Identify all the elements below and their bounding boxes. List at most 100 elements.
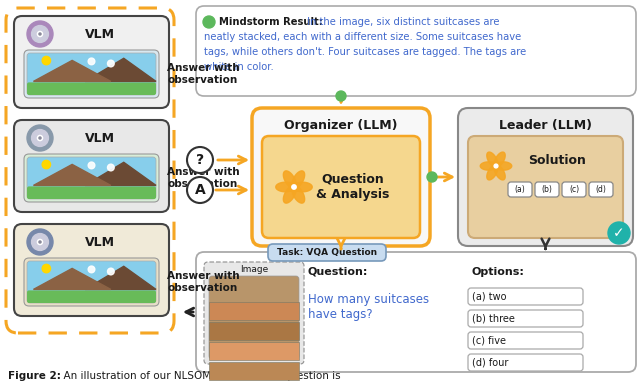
FancyBboxPatch shape [27,186,156,199]
Circle shape [88,266,95,273]
Polygon shape [487,165,498,180]
FancyBboxPatch shape [196,252,636,372]
Polygon shape [33,268,111,290]
Circle shape [31,26,49,43]
FancyBboxPatch shape [468,310,583,327]
Text: Question
& Analysis: Question & Analysis [316,173,390,201]
FancyBboxPatch shape [209,276,299,359]
Circle shape [88,58,95,65]
FancyBboxPatch shape [24,154,159,202]
Text: Answer with
observation: Answer with observation [167,271,239,293]
Text: Organizer (LLM): Organizer (LLM) [284,119,397,131]
FancyBboxPatch shape [458,108,633,246]
FancyBboxPatch shape [27,53,156,95]
FancyBboxPatch shape [14,224,169,316]
Text: An illustration of our NLSOM for VQA. The question is: An illustration of our NLSOM for VQA. Th… [57,371,340,381]
Polygon shape [495,162,512,170]
Text: (b) three: (b) three [472,313,515,323]
Polygon shape [480,162,497,170]
FancyBboxPatch shape [508,182,532,197]
Circle shape [427,172,437,182]
Text: Answer with
observation: Answer with observation [167,167,239,189]
FancyBboxPatch shape [196,6,636,96]
Circle shape [37,239,43,245]
Text: ✓: ✓ [613,226,625,240]
FancyBboxPatch shape [252,108,430,246]
Circle shape [42,56,51,65]
Circle shape [187,147,213,173]
Polygon shape [292,185,305,203]
Polygon shape [284,185,296,203]
Circle shape [31,233,49,250]
Circle shape [492,162,500,170]
Text: Image: Image [240,265,268,275]
FancyBboxPatch shape [468,136,623,238]
FancyBboxPatch shape [27,261,156,303]
Text: Question:: Question: [308,267,369,277]
Circle shape [336,91,346,101]
Text: (a): (a) [515,185,525,194]
Text: VLM: VLM [84,131,115,144]
Text: VLM: VLM [84,235,115,248]
Text: (c) five: (c) five [472,336,506,346]
Bar [209,302,299,320]
Text: Answer with
observation: Answer with observation [167,63,239,85]
Circle shape [290,183,298,191]
Circle shape [39,137,41,139]
Text: neatly stacked, each with a different size. Some suitcases have: neatly stacked, each with a different si… [204,32,521,42]
FancyBboxPatch shape [204,262,304,364]
Polygon shape [494,165,505,180]
Circle shape [203,16,215,28]
Text: Options:: Options: [471,267,524,277]
Polygon shape [292,171,305,189]
Bar [209,362,299,380]
Bar [209,342,299,360]
Circle shape [27,21,53,47]
Circle shape [187,177,213,203]
Circle shape [42,264,51,273]
Circle shape [42,161,51,169]
Circle shape [27,229,53,255]
Text: Mindstorm Result:: Mindstorm Result: [219,17,323,27]
FancyBboxPatch shape [27,83,156,95]
FancyBboxPatch shape [268,244,386,261]
Text: Leader (LLM): Leader (LLM) [499,119,592,131]
Polygon shape [292,182,312,192]
Text: (b): (b) [541,185,552,194]
Text: (d): (d) [596,185,607,194]
Text: ?: ? [196,153,204,167]
FancyBboxPatch shape [468,354,583,371]
Circle shape [39,241,41,243]
Text: Task: VQA Question: Task: VQA Question [277,248,377,257]
Polygon shape [284,171,296,189]
Polygon shape [494,152,505,167]
FancyBboxPatch shape [535,182,559,197]
Circle shape [108,268,114,275]
Circle shape [88,162,95,169]
Text: In the image, six distinct suitcases are: In the image, six distinct suitcases are [304,17,499,27]
FancyBboxPatch shape [262,136,420,238]
FancyBboxPatch shape [589,182,613,197]
Text: How many suitcases
have tags?: How many suitcases have tags? [308,293,429,321]
Circle shape [608,222,630,244]
Circle shape [27,125,53,151]
FancyBboxPatch shape [24,258,159,306]
FancyBboxPatch shape [468,288,583,305]
FancyBboxPatch shape [24,50,159,98]
FancyBboxPatch shape [468,332,583,349]
Polygon shape [276,182,296,192]
FancyBboxPatch shape [562,182,586,197]
FancyBboxPatch shape [14,16,169,108]
Circle shape [108,164,114,171]
FancyBboxPatch shape [14,120,169,212]
Text: tags, while others don't. Four suitcases are tagged. The tags are: tags, while others don't. Four suitcases… [204,47,526,57]
Text: A: A [195,183,205,197]
Polygon shape [33,60,111,81]
Bar [209,322,299,340]
Polygon shape [85,266,156,290]
Circle shape [494,164,498,168]
Text: VLM: VLM [84,28,115,40]
Circle shape [31,129,49,146]
FancyBboxPatch shape [27,290,156,303]
Polygon shape [33,164,111,185]
